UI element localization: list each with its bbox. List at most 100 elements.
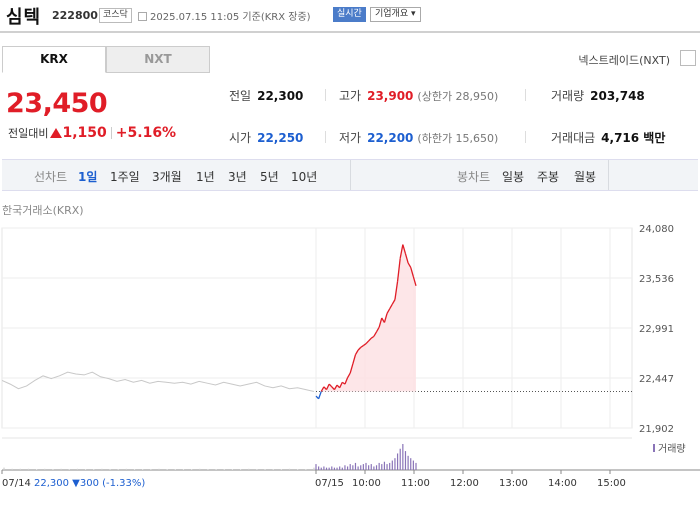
y-tick-label: 23,536 [639, 274, 674, 285]
stat-label: 거래대금 [551, 131, 596, 145]
chart-grid [1, 227, 700, 474]
lower-limit: (하한가 15,650) [417, 132, 499, 145]
today-line-segment [391, 299, 396, 305]
volume-bars [3, 444, 417, 470]
x-tick-label: 10:00 [352, 478, 381, 489]
today-line-segment [320, 386, 325, 392]
today-line-segment [365, 340, 370, 345]
x-tick-label: 14:00 [548, 478, 577, 489]
today-line-segment [354, 349, 359, 356]
stat-value: 4,716 백만 [601, 131, 666, 145]
today-line-segment [383, 313, 388, 323]
period-3m[interactable]: 3개월 [152, 170, 182, 184]
nextrade-toggle-box[interactable] [680, 50, 696, 66]
stat-amount: 거래대금 4,716 백만 [551, 129, 665, 146]
change-percent: +5.16% [115, 125, 177, 141]
realtime-button[interactable]: 실시간 [333, 7, 366, 22]
upper-limit: (상한가 28,950) [417, 90, 499, 103]
stat-label: 시가 [229, 131, 252, 145]
today-line-segment [386, 308, 391, 314]
period-1y[interactable]: 1년 [196, 170, 215, 184]
stat-value: 203,748 [590, 89, 645, 103]
line-chart-label: 선차트 [34, 170, 68, 184]
today-line-segment [407, 262, 412, 268]
divider [608, 160, 609, 190]
candle-daily[interactable]: 일봉 [502, 170, 525, 184]
calendar-icon [138, 12, 147, 21]
today-line-segment [347, 372, 351, 379]
candle-weekly[interactable]: 주봉 [537, 170, 560, 184]
today-line-segment [412, 276, 417, 287]
company-overview-dropdown[interactable]: 기업개요 ▾ [370, 7, 421, 22]
stat-low: 저가 22,200 (하한가 15,650) [339, 129, 498, 146]
axis-labels: 24,080 23,536 22,991 22,447 21,902 거래량 07/14 07… [2, 224, 686, 489]
quote-datetime: 2025.07.15 11:05 기준(KRX 장중) [138, 8, 311, 23]
period-1w[interactable]: 1주일 [110, 170, 140, 184]
today-area-fill [316, 244, 416, 392]
today-line-segment [349, 363, 354, 374]
y-tick-label: 24,080 [639, 224, 674, 235]
x-tick-label: 07/14 [2, 478, 31, 489]
period-5y[interactable]: 5년 [260, 170, 279, 184]
divider [110, 127, 112, 139]
today-line-segment [357, 346, 362, 351]
today-line-segment [373, 331, 378, 337]
stat-value: 22,250 [257, 131, 304, 145]
period-10y[interactable]: 10년 [291, 170, 318, 184]
volume-legend-swatch [653, 444, 655, 452]
divider [525, 89, 526, 101]
period-toolbar: 선차트 1일 1주일 3개월 1년 3년 5년 10년 봉차트 일봉 주봉 월봉 [2, 159, 698, 191]
candle-monthly[interactable]: 월봉 [574, 170, 597, 184]
x-tick-label: 07/15 [315, 478, 344, 489]
intraday-chart[interactable]: 24,080 23,536 22,991 22,447 21,902 거래량 07/14 07… [0, 220, 700, 505]
tab-nxt[interactable]: NXT [106, 46, 210, 73]
today-line-segment [328, 383, 333, 388]
today-line-segment [378, 317, 383, 328]
today-line-segment [333, 384, 338, 390]
y-tick-label: 22,447 [639, 374, 674, 385]
today-line-segment [370, 335, 375, 339]
period-3y[interactable]: 3년 [228, 170, 247, 184]
today-line-segment [375, 326, 380, 333]
change-amount: 1,150 [62, 125, 107, 141]
today-line-segment [318, 391, 322, 400]
current-price: 23,450 [6, 88, 108, 119]
candle-chart-label: 봉차트 [457, 170, 491, 184]
today-line-segment [404, 253, 409, 264]
stock-header: 심텍 222800 코스닥 2025.07.15 11:05 기준(KRX 장중… [0, 0, 700, 33]
change-label: 전일대비 [8, 127, 49, 140]
stock-name: 심텍 [6, 7, 42, 28]
today-line-segment [399, 244, 404, 259]
stat-high: 고가 23,900 (상한가 28,950) [339, 87, 498, 104]
y-tick-label: 22,991 [639, 324, 674, 335]
today-line-segment [360, 345, 364, 348]
stat-label: 전일 [229, 89, 252, 103]
today-line-segment [368, 337, 372, 342]
y-tick-label: 21,902 [639, 424, 674, 435]
stat-value: 22,300 [257, 89, 304, 103]
stat-volume: 거래량 203,748 [551, 87, 645, 104]
x-tick-label: 13:00 [499, 478, 528, 489]
price-lines [1, 244, 632, 400]
stat-open: 시가 22,250 [229, 129, 303, 146]
today-line-segment [402, 244, 407, 254]
x-tick-label: 15:00 [597, 478, 626, 489]
stat-label: 거래량 [551, 89, 585, 103]
today-line-segment [389, 303, 393, 310]
today-line-segment [352, 354, 357, 365]
prev-day-summary: 22,300 ▼300 (-1.33%) [34, 478, 145, 489]
today-line-segment [339, 381, 343, 389]
nextrade-link[interactable]: 넥스트레이드(NXT) [578, 54, 670, 67]
price-change: 전일대비 1,150 +5.16% [8, 125, 176, 141]
period-1d[interactable]: 1일 [78, 170, 98, 184]
today-line-segment [396, 258, 401, 282]
tab-krx[interactable]: KRX [2, 46, 106, 73]
stat-prev-close: 전일 22,300 [229, 87, 303, 104]
quote-datetime-text: 2025.07.15 11:05 기준(KRX 장중) [150, 12, 311, 23]
stat-label: 저가 [339, 131, 362, 145]
today-line-segment [410, 267, 414, 277]
today-line-segment [362, 343, 367, 347]
divider [525, 131, 526, 143]
x-tick-label: 12:00 [450, 478, 479, 489]
stat-label: 고가 [339, 89, 362, 103]
